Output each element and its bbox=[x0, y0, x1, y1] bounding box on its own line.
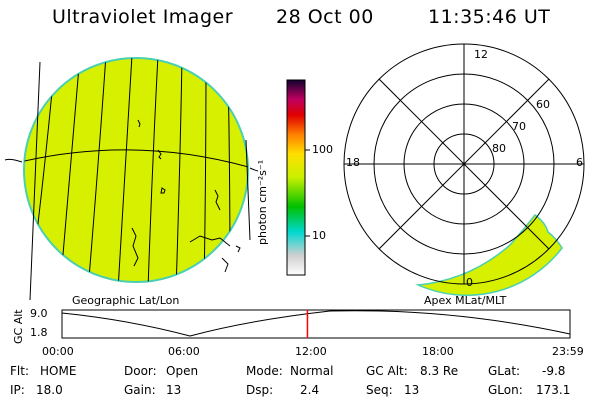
right-panel-caption: Apex MLat/MLT bbox=[424, 294, 507, 307]
altitude-xtick-1800: 18:00 bbox=[422, 345, 454, 358]
gcalt-label: GC Alt: bbox=[366, 364, 408, 378]
aurora-oval bbox=[415, 213, 563, 296]
altitude-curve bbox=[61, 310, 571, 337]
instrument-title: Ultraviolet Imager bbox=[52, 6, 234, 28]
altitude-xtick-0000: 00:00 bbox=[42, 345, 74, 358]
mode-value: Normal bbox=[290, 364, 334, 378]
altitude-ylabel: GC Alt bbox=[12, 309, 25, 344]
ip-value: 18.0 bbox=[36, 383, 63, 397]
mlat-label-80: 80 bbox=[492, 142, 506, 155]
colorbar-tick-10: 10 bbox=[312, 229, 326, 242]
colorbar bbox=[286, 79, 310, 276]
colorbar-tick-100: 100 bbox=[312, 143, 333, 156]
colorbar-scale bbox=[286, 79, 306, 276]
mlt-label-12: 12 bbox=[474, 48, 488, 61]
mlat-label-60: 60 bbox=[536, 98, 550, 111]
earth-disk bbox=[23, 57, 249, 283]
altitude-xtick-0600: 06:00 bbox=[168, 345, 200, 358]
date-label: 28 Oct 00 bbox=[276, 6, 374, 28]
polar-plot bbox=[343, 43, 585, 296]
colorbar-unit-label: photon cm⁻²s⁻¹ bbox=[256, 159, 269, 245]
dsp-value: 2.4 bbox=[300, 383, 320, 397]
seq-value: 13 bbox=[404, 383, 420, 397]
mlt-label-18: 18 bbox=[346, 156, 360, 169]
geographic-map bbox=[4, 57, 259, 301]
glon-value: 173.1 bbox=[536, 383, 571, 397]
gcalt-value: 8.3 Re bbox=[420, 364, 459, 378]
left-panel-caption: Geographic Lat/Lon bbox=[72, 294, 180, 307]
mlt-label-0: 0 bbox=[466, 276, 473, 289]
altitude-xtick-1200: 12:00 bbox=[295, 345, 327, 358]
flt-label: Flt: bbox=[10, 364, 29, 378]
time-label: 11:35:46 UT bbox=[428, 6, 551, 28]
altitude-ytick-min: 1.8 bbox=[30, 326, 48, 339]
dsp-label: Dsp: bbox=[246, 383, 274, 397]
altitude-xtick-2359: 23:59 bbox=[552, 345, 584, 358]
altitude-ytick-max: 9.0 bbox=[30, 307, 48, 320]
glat-label: GLat: bbox=[488, 364, 521, 378]
seq-label: Seq: bbox=[366, 383, 393, 397]
mlt-label-6: 6 bbox=[576, 156, 583, 169]
door-value: Open bbox=[166, 364, 199, 378]
coastline bbox=[131, 119, 241, 273]
gain-label: Gain: bbox=[124, 383, 156, 397]
mode-label: Mode: bbox=[246, 364, 283, 378]
ip-label: IP: bbox=[10, 383, 25, 397]
mlat-label-70: 70 bbox=[512, 120, 526, 133]
altitude-plot bbox=[61, 309, 571, 339]
flt-value: HOME bbox=[40, 364, 77, 378]
glat-value: -9.8 bbox=[542, 364, 566, 378]
gain-value: 13 bbox=[166, 383, 182, 397]
glon-label: GLon: bbox=[488, 383, 523, 397]
door-label: Door: bbox=[124, 364, 157, 378]
